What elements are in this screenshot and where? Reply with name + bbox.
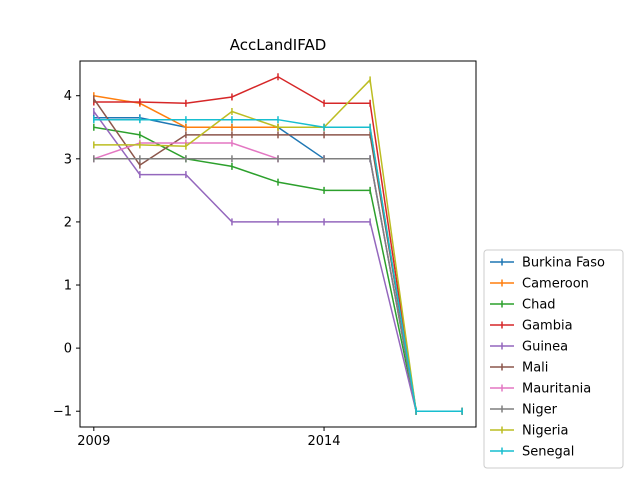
- legend-label: Mali: [522, 361, 548, 376]
- y-tick-label: 2: [64, 215, 72, 230]
- legend-item: Chad: [490, 298, 556, 313]
- legend-item: Niger: [490, 403, 558, 418]
- plot-lines: [93, 73, 463, 415]
- legend-label: Guinea: [522, 340, 568, 355]
- legend-item: Cameroon: [490, 277, 589, 292]
- legend-item: Nigeria: [490, 424, 569, 439]
- legend-item: Gambia: [490, 319, 573, 334]
- legend-label: Niger: [522, 403, 558, 418]
- x-tick-label: 2014: [307, 434, 340, 449]
- y-tick-label: 1: [64, 279, 72, 294]
- legend-label: Cameroon: [522, 277, 589, 292]
- legend-item: Burkina Faso: [490, 256, 605, 271]
- series-line: [93, 126, 463, 412]
- x-tick-label: 2009: [77, 434, 110, 449]
- legend: Burkina Faso Cameroon Chad Gambia Guinea Mali…: [483, 249, 624, 469]
- y-tick-label: −1: [53, 405, 72, 420]
- y-axis: −1 0 1 2 3 4: [53, 89, 80, 420]
- legend-item: Guinea: [490, 340, 568, 355]
- plot-frame: [79, 60, 477, 428]
- legend-box: [483, 249, 624, 469]
- legend-label: Gambia: [522, 319, 573, 334]
- y-tick-label: 0: [64, 342, 72, 357]
- legend-label: Chad: [522, 298, 556, 313]
- legend-label: Burkina Faso: [522, 256, 605, 271]
- legend-item: Senegal: [490, 445, 574, 460]
- y-tick-label: 3: [64, 152, 72, 167]
- x-axis: 2009 2014: [77, 427, 341, 449]
- legend-label: Nigeria: [522, 424, 569, 439]
- y-tick-label: 4: [64, 89, 72, 104]
- legend-item: Mali: [490, 361, 548, 376]
- legend-label: Senegal: [522, 445, 574, 460]
- legend-item: Mauritania: [490, 382, 591, 397]
- chart-title: AccLandIFAD: [230, 36, 327, 54]
- legend-label: Mauritania: [522, 382, 591, 397]
- series-9: [93, 116, 463, 415]
